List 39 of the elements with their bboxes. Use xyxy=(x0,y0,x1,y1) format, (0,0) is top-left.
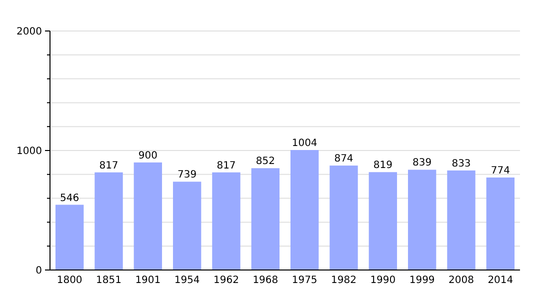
data-label: 739 xyxy=(178,170,197,181)
bar xyxy=(330,166,358,270)
data-label: 839 xyxy=(412,158,432,169)
data-label: 546 xyxy=(60,192,80,204)
x-tick-label: 1901 xyxy=(135,275,161,286)
data-label: 833 xyxy=(452,158,471,170)
y-tick-label: 2000 xyxy=(16,26,42,38)
data-label: 1004 xyxy=(292,138,318,150)
bar xyxy=(134,162,162,270)
bar xyxy=(172,182,202,270)
bar xyxy=(447,170,476,270)
x-tick-label: 1800 xyxy=(56,275,82,286)
data-label: 817 xyxy=(216,160,236,172)
bar xyxy=(408,170,436,270)
data-label: 874 xyxy=(334,154,354,165)
x-tick-label: 1990 xyxy=(370,275,396,286)
data-label: 819 xyxy=(373,160,392,172)
bar xyxy=(368,172,398,270)
bar xyxy=(55,204,84,270)
bar xyxy=(486,178,515,270)
y-tick-label: 0 xyxy=(36,266,42,276)
x-tick-label: 1999 xyxy=(409,275,435,286)
bar xyxy=(251,168,280,270)
y-tick-label: 1000 xyxy=(16,146,42,157)
data-label: 900 xyxy=(138,150,158,162)
data-label: 774 xyxy=(490,166,510,177)
x-tick-label: 1968 xyxy=(252,275,278,286)
bar xyxy=(212,172,240,270)
x-tick-label: 1962 xyxy=(214,275,239,286)
x-tick-label: 1975 xyxy=(292,275,318,286)
x-tick-label: 2014 xyxy=(488,275,514,286)
x-tick-label: 1954 xyxy=(174,275,200,286)
bar xyxy=(290,150,319,270)
x-tick-label: 1982 xyxy=(331,275,356,286)
bar xyxy=(94,172,123,270)
data-label: 817 xyxy=(99,160,118,172)
data-label: 852 xyxy=(256,156,275,168)
x-tick-label: 2008 xyxy=(448,275,474,286)
x-tick-label: 1851 xyxy=(96,275,122,286)
